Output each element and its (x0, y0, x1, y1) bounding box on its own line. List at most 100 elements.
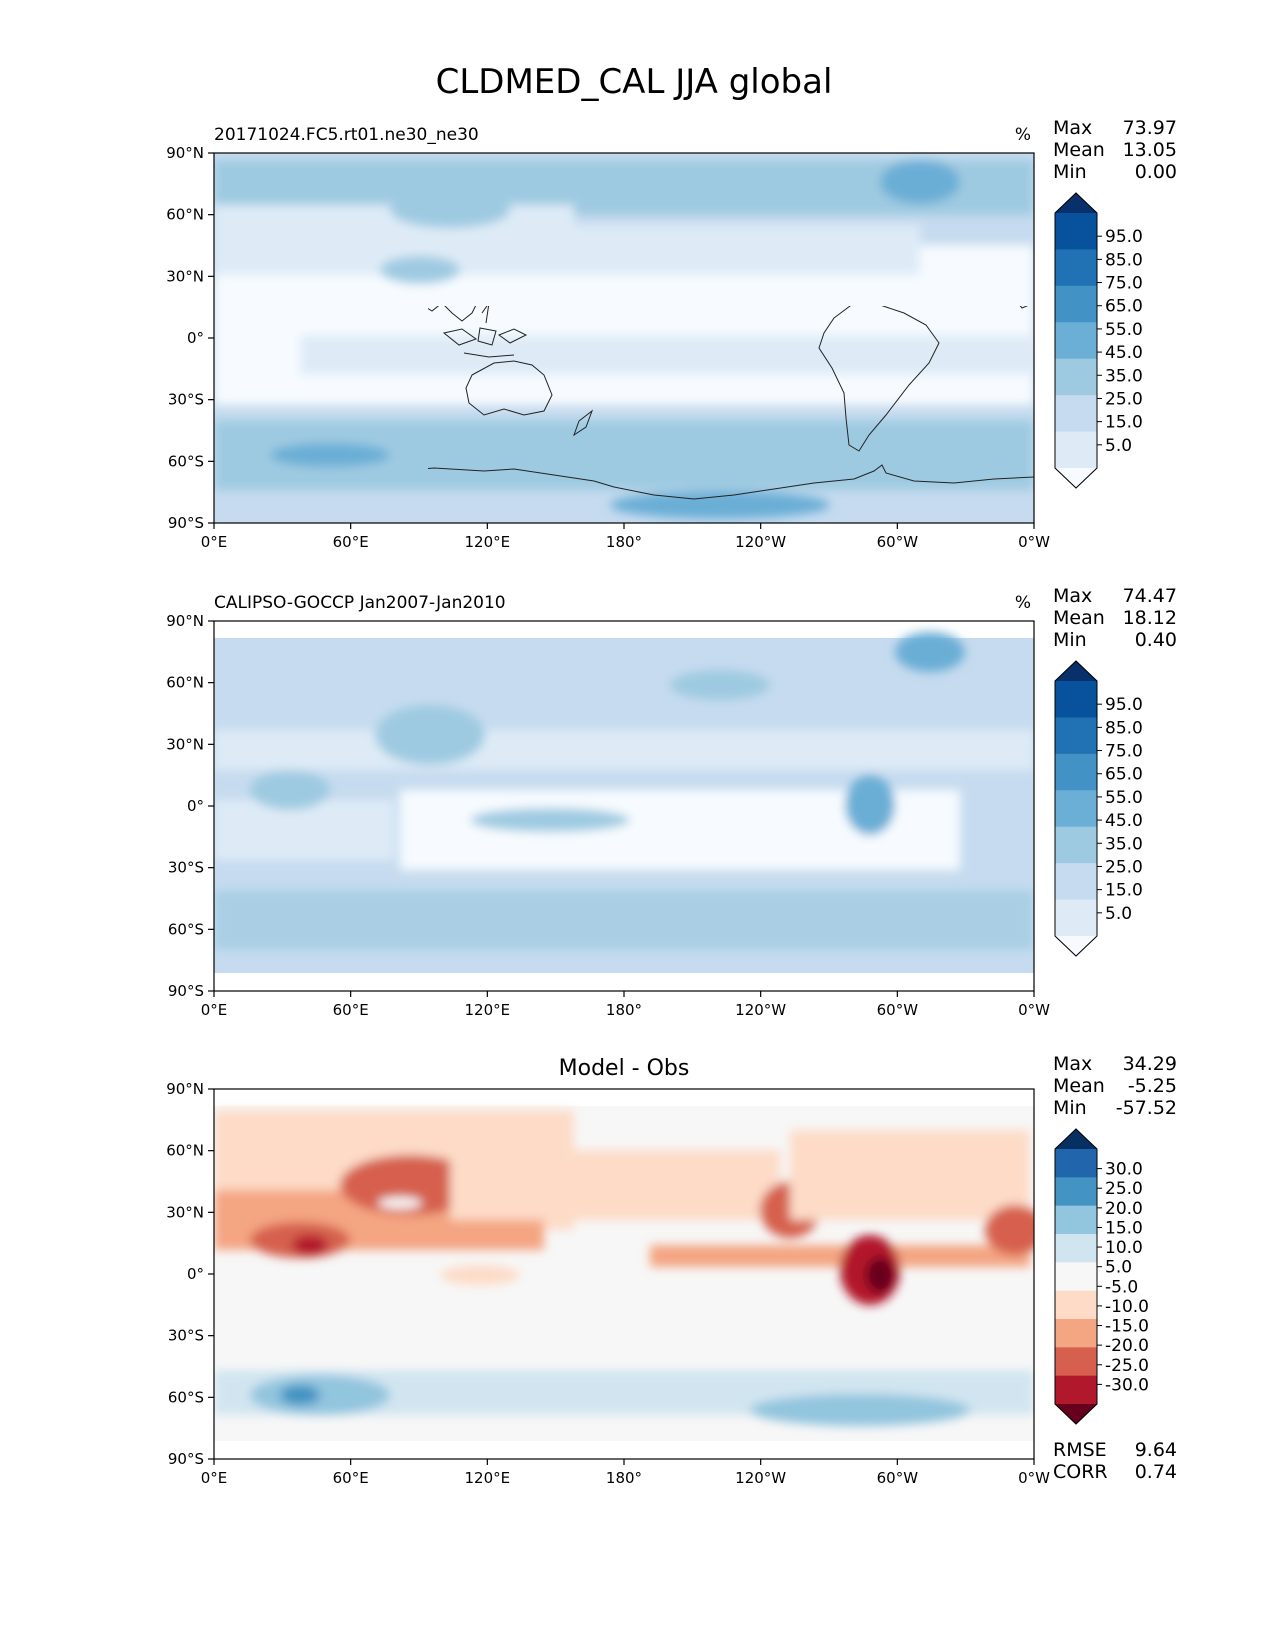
lat-axis: 90°N 60°N 30°N 0° 30°S 60°S 90°S (166, 144, 214, 532)
stats-block: Max 74.47 Mean 18.12 Min 0.40 (1053, 585, 1177, 651)
lat-tick-label: 60°S (168, 452, 204, 470)
panel-diff: Model - Obs Max 34.29 Mean -5.25 Min -57… (166, 1053, 1177, 1487)
colorbar-swatch (1055, 753, 1097, 791)
colorbar-tick-label: 35.0 (1105, 366, 1143, 386)
stat-value-min: 0.00 (1135, 161, 1177, 183)
colorbar-swatch (1055, 899, 1097, 937)
panel-obs: CALIPSO-GOCCP Jan2007-Jan2010 % Max 74.4… (166, 585, 1177, 1019)
colorbar-tick-label: -15.0 (1105, 1317, 1149, 1337)
colorbar-swatch (1055, 826, 1097, 864)
lon-tick-label: 0°W (1018, 1001, 1050, 1019)
colorbar-tick-label: 65.0 (1105, 297, 1143, 317)
lat-tick-label: 30°N (166, 735, 204, 753)
lat-tick-label: 90°S (168, 1450, 204, 1468)
lon-tick-label: 120°W (735, 1001, 786, 1019)
colorbar-swatch (1055, 1347, 1097, 1377)
lon-axis: 0°E 60°E 120°E 180° 120°W 60°W 0°W (201, 1459, 1050, 1487)
colorbar-swatch (1055, 863, 1097, 901)
lon-tick-label: 120°E (465, 533, 511, 551)
colorbar-tick-label: 25.0 (1105, 1179, 1143, 1199)
figure-title: CLDMED_CAL JJA global (436, 62, 833, 102)
footer-label-rmse: RMSE (1053, 1439, 1107, 1461)
colorbar-tick-label: 55.0 (1105, 320, 1143, 340)
lat-tick-label: 0° (187, 1265, 204, 1283)
lon-tick-label: 120°E (465, 1001, 511, 1019)
stat-label-min: Min (1053, 161, 1087, 183)
stat-value-mean: 13.05 (1123, 139, 1177, 161)
lat-axis: 90°N 60°N 30°N 0° 30°S 60°S 90°S (166, 612, 214, 1000)
panel-units: % (1015, 593, 1031, 613)
stats-block: Max 34.29 Mean -5.25 Min -57.52 (1053, 1053, 1177, 1119)
colorbar: 95.0 85.0 75.0 65.0 55.0 45.0 35.0 25.0 15.0 5.0 (1054, 192, 1143, 489)
colorbar-tick-label: 5.0 (1105, 1258, 1132, 1278)
colorbar-tick-label: 15.0 (1105, 1218, 1143, 1238)
stat-value-max: 34.29 (1123, 1053, 1177, 1075)
colorbar-swatch (1055, 249, 1097, 287)
lon-tick-label: 0°W (1018, 1469, 1050, 1487)
colorbar-outline (1054, 192, 1098, 489)
lat-tick-label: 60°N (166, 674, 204, 692)
colorbar-tick-label: 85.0 (1105, 250, 1143, 270)
stat-label-mean: Mean (1053, 607, 1105, 629)
lat-tick-label: 90°S (168, 514, 204, 532)
lon-tick-label: 60°W (877, 533, 919, 551)
stat-value-max: 73.97 (1123, 117, 1177, 139)
stat-value-mean: 18.12 (1123, 607, 1177, 629)
colorbar-extend-top (1055, 1129, 1097, 1149)
colorbar-swatch (1055, 285, 1097, 323)
colorbar-tick-label: -5.0 (1105, 1277, 1138, 1297)
lon-tick-label: 0°W (1018, 533, 1050, 551)
lat-tick-label: 90°N (166, 612, 204, 630)
colorbar-swatch (1055, 322, 1097, 360)
panel-title-left: CALIPSO-GOCCP Jan2007-Jan2010 (214, 593, 506, 613)
footer-label-corr: CORR (1053, 1461, 1108, 1483)
lon-tick-label: 60°W (877, 1469, 919, 1487)
colorbar-tick-label: 5.0 (1105, 436, 1132, 456)
colorbar-tick-label: 95.0 (1105, 695, 1143, 715)
stat-label-min: Min (1053, 1097, 1087, 1119)
colorbar-swatch (1055, 1262, 1097, 1292)
lat-tick-label: 90°S (168, 982, 204, 1000)
lon-tick-label: 120°W (735, 1469, 786, 1487)
colorbar-outline (1054, 1128, 1098, 1425)
colorbar-swatch (1055, 213, 1097, 250)
colorbar-swatch (1055, 1177, 1097, 1207)
lon-tick-label: 60°E (333, 533, 369, 551)
colorbar-extend-top (1055, 193, 1097, 213)
stat-label-mean: Mean (1053, 139, 1105, 161)
colorbar-swatch (1055, 1205, 1097, 1235)
colorbar-tick-label: -25.0 (1105, 1356, 1149, 1376)
lon-axis: 0°E 60°E 120°E 180° 120°W 60°W 0°W (201, 991, 1050, 1019)
lon-tick-label: 60°W (877, 1001, 919, 1019)
colorbar-extend-bottom (1055, 1404, 1097, 1424)
colorbar-extend-bottom (1055, 936, 1097, 956)
colorbar-tick-label: 25.0 (1105, 389, 1143, 409)
colorbar-extend-bottom (1055, 468, 1097, 488)
lat-tick-label: 60°N (166, 206, 204, 224)
lat-tick-label: 0° (187, 329, 204, 347)
colorbar-swatch (1055, 1375, 1097, 1405)
colorbar-tick-label: 85.0 (1105, 718, 1143, 738)
stat-value-min: 0.40 (1135, 629, 1177, 651)
stat-label-max: Max (1053, 117, 1092, 139)
map-field (214, 1089, 1034, 1459)
lat-tick-label: 60°S (168, 920, 204, 938)
lat-tick-label: 30°S (168, 859, 204, 877)
colorbar-swatch (1055, 395, 1097, 433)
lon-tick-label: 120°W (735, 533, 786, 551)
colorbar-swatch (1055, 431, 1097, 469)
lon-axis: 0°E 60°E 120°E 180° 120°W 60°W 0°W (201, 523, 1050, 551)
colorbar-tick-label: 75.0 (1105, 274, 1143, 294)
stats-block: Max 73.97 Mean 13.05 Min 0.00 (1053, 117, 1177, 183)
lat-axis: 90°N 60°N 30°N 0° 30°S 60°S 90°S (166, 1080, 214, 1468)
colorbar: 95.0 85.0 75.0 65.0 55.0 45.0 35.0 25.0 15.0 5.0 (1054, 660, 1143, 957)
colorbar-tick-label: 20.0 (1105, 1199, 1143, 1219)
lat-tick-label: 90°N (166, 1080, 204, 1098)
lon-tick-label: 0°E (201, 533, 228, 551)
lon-tick-label: 60°E (333, 1001, 369, 1019)
stat-label-max: Max (1053, 1053, 1092, 1075)
lon-tick-label: 180° (606, 1001, 642, 1019)
stat-value-min: -57.52 (1116, 1097, 1177, 1119)
colorbar-tick-label: 45.0 (1105, 343, 1143, 363)
